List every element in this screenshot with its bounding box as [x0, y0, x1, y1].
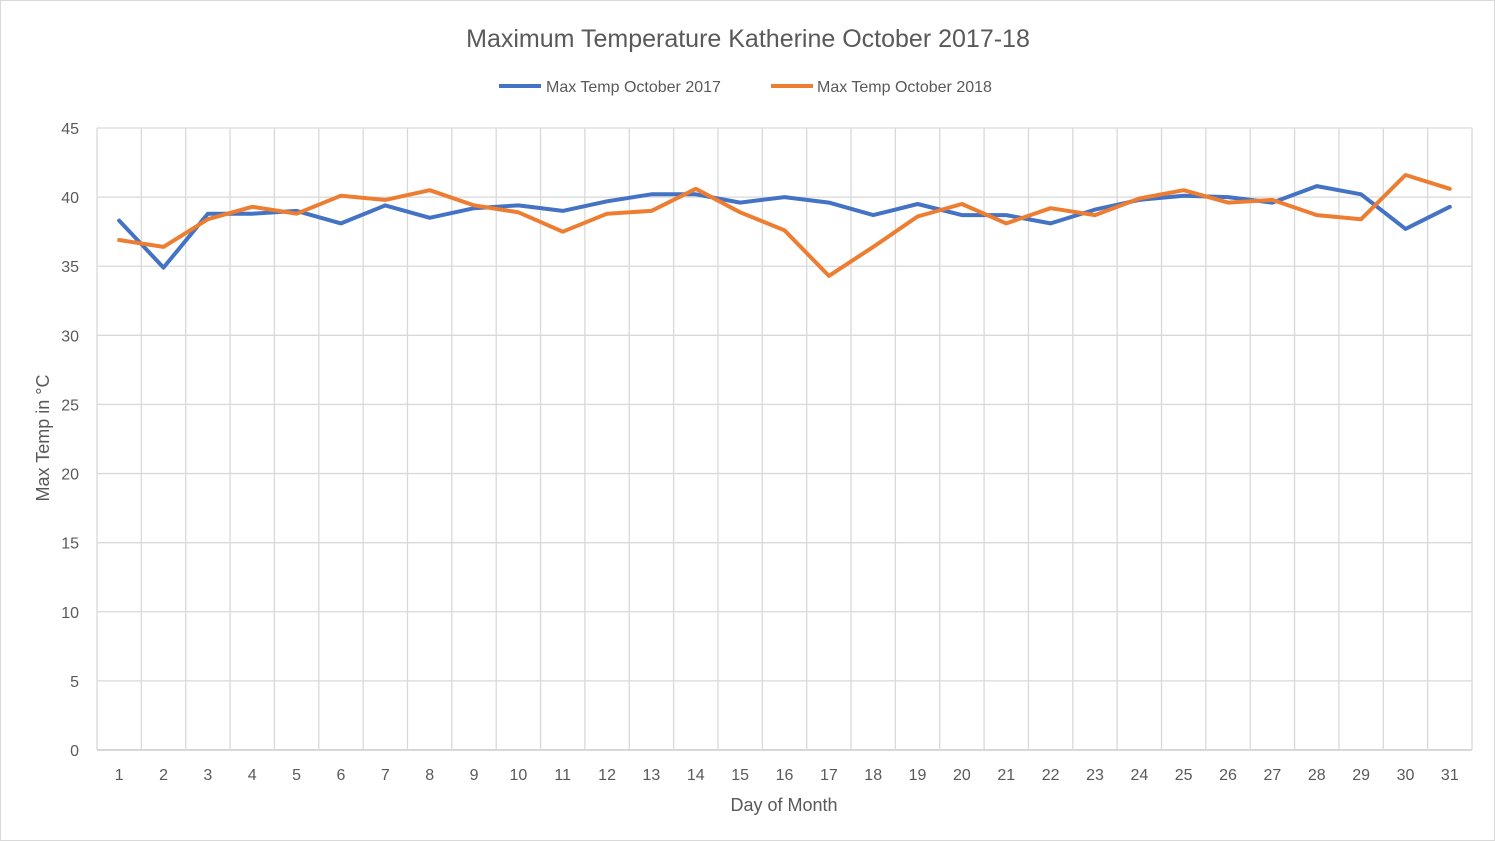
y-tick-label-25: 25: [61, 397, 79, 414]
x-tick-label-17: 17: [820, 767, 838, 784]
gridlines: [96, 127, 1473, 751]
x-tick-label-6: 6: [336, 767, 345, 784]
y-tick-label-40: 40: [61, 190, 79, 207]
x-tick-label-30: 30: [1397, 767, 1415, 784]
x-tick-label-13: 13: [643, 767, 661, 784]
x-tick-label-23: 23: [1086, 767, 1104, 784]
x-tick-label-9: 9: [470, 767, 479, 784]
legend: Max Temp October 2017 Max Temp October 2…: [499, 79, 992, 96]
x-tick-label-3: 3: [203, 767, 212, 784]
y-tick-label-10: 10: [61, 605, 79, 622]
x-tick-label-2: 2: [159, 767, 168, 784]
x-tick-label-4: 4: [248, 767, 257, 784]
x-tick-label-25: 25: [1175, 767, 1193, 784]
x-tick-label-19: 19: [909, 767, 927, 784]
x-tick-label-5: 5: [292, 767, 301, 784]
x-tick-label-18: 18: [864, 767, 882, 784]
x-tick-label-28: 28: [1308, 767, 1326, 784]
y-tick-label-20: 20: [61, 467, 79, 484]
x-tick-label-26: 26: [1219, 767, 1237, 784]
y-tick-label-30: 30: [61, 328, 79, 345]
x-tick-label-31: 31: [1441, 767, 1459, 784]
x-tick-label-22: 22: [1042, 767, 1060, 784]
y-tick-label-15: 15: [61, 536, 79, 553]
x-tick-label-27: 27: [1264, 767, 1282, 784]
x-tick-label-10: 10: [509, 767, 527, 784]
x-tick-label-29: 29: [1352, 767, 1370, 784]
x-axis-tick-labels: 1 2 3 4 5 6 7 8 9 10 11 12 13 14 15 16 17 18 19 20 21 22 23 24 2…: [115, 767, 1459, 784]
y-tick-label-35: 35: [61, 259, 79, 276]
series-line-2017: [117, 184, 1452, 270]
series-lines: [117, 173, 1452, 278]
legend-label-2018: Max Temp October 2018: [817, 79, 992, 96]
x-tick-label-16: 16: [776, 767, 794, 784]
chart-title: Maximum Temperature Katherine October 20…: [466, 25, 1030, 53]
y-tick-label-45: 45: [61, 121, 79, 138]
x-axis-title: Day of Month: [730, 795, 837, 815]
x-tick-label-14: 14: [687, 767, 705, 784]
x-tick-label-24: 24: [1130, 767, 1148, 784]
y-tick-label-0: 0: [70, 743, 79, 760]
x-tick-label-15: 15: [731, 767, 749, 784]
x-tick-label-12: 12: [598, 767, 616, 784]
series-line-2018: [117, 173, 1452, 278]
x-tick-label-8: 8: [425, 767, 434, 784]
x-tick-label-7: 7: [381, 767, 390, 784]
y-tick-label-5: 5: [70, 674, 79, 691]
y-axis-tick-labels: 0 5 10 15 20 25 30 35 40 45: [61, 121, 79, 760]
x-tick-label-11: 11: [554, 767, 571, 784]
y-axis-title: Max Temp in °C: [33, 375, 53, 502]
x-tick-label-20: 20: [953, 767, 971, 784]
x-tick-label-1: 1: [115, 767, 124, 784]
x-tick-label-21: 21: [997, 767, 1015, 784]
legend-label-2017: Max Temp October 2017: [546, 79, 721, 96]
